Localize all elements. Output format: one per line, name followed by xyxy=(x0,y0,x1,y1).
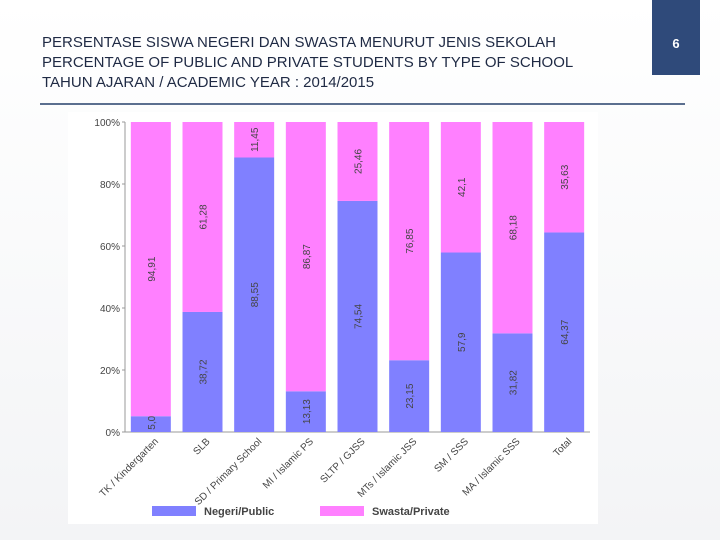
value-label: 68,18 xyxy=(509,215,520,240)
x-tick-label: MA / Islamic SSS xyxy=(461,436,523,498)
value-label: 86,87 xyxy=(302,244,313,269)
bar-segment xyxy=(544,122,585,233)
legend-label: Negeri/Public xyxy=(204,506,274,518)
legend-label: Swasta/Private xyxy=(372,506,450,518)
page-number: 6 xyxy=(672,36,680,51)
bar-segment xyxy=(544,232,585,432)
title-rule xyxy=(40,103,685,105)
x-tick-label: SM / SSS xyxy=(433,436,472,475)
y-tick-label: 100% xyxy=(94,118,120,129)
value-label: 5,09 xyxy=(147,410,158,430)
title-line: PERCENTAGE OF PUBLIC AND PRIVATE STUDENT… xyxy=(42,54,574,71)
value-label: 11,45 xyxy=(250,127,261,152)
bar-segment xyxy=(389,360,430,432)
value-label: 61,28 xyxy=(199,204,210,229)
bar-segment xyxy=(337,122,378,201)
bar-segment xyxy=(492,333,533,432)
value-label: 35,63 xyxy=(560,164,571,189)
value-label: 25,46 xyxy=(354,149,365,174)
bar-segment xyxy=(182,122,223,312)
value-label: 13,13 xyxy=(302,399,313,424)
value-label: 88,55 xyxy=(250,282,261,307)
value-label: 74,54 xyxy=(354,304,365,329)
bar-segment xyxy=(337,200,378,432)
bar-segment xyxy=(285,122,326,392)
value-label: 57,9 xyxy=(457,332,468,352)
legend-swatch xyxy=(320,506,364,516)
bar-segment xyxy=(130,122,171,417)
value-label: 76,85 xyxy=(405,228,416,253)
bar-segment xyxy=(389,122,430,361)
title-line: PERSENTASE SISWA NEGERI DAN SWASTA MENUR… xyxy=(42,34,556,51)
chart: 0% 20% 40% 60% 80% 100% 5,09 94,91 TK / Kinderga… xyxy=(68,112,598,524)
bar-segment xyxy=(182,311,223,432)
y-tick-label: 80% xyxy=(100,180,120,191)
value-label: 64,37 xyxy=(560,319,571,344)
bar-segment xyxy=(440,122,481,253)
x-tick-label: SLTP / GJSS xyxy=(318,436,367,485)
value-label: 94,91 xyxy=(147,256,158,281)
legend-swatch xyxy=(152,506,196,516)
bar-segment xyxy=(492,122,533,334)
x-tick-label: SLB xyxy=(191,436,212,457)
y-tick-label: 0% xyxy=(106,428,121,439)
x-tick-label: Total xyxy=(552,436,575,459)
value-label: 31,82 xyxy=(509,370,520,395)
bar-segment xyxy=(285,391,326,432)
x-tick-label: TK / Kindergarten xyxy=(98,436,161,499)
title-line: TAHUN AJARAN / ACADEMIC YEAR : 2014/2015 xyxy=(42,74,375,91)
y-tick-label: 40% xyxy=(100,304,120,315)
bar-segment xyxy=(440,252,481,432)
value-label: 38,72 xyxy=(199,359,210,384)
value-label: 23,15 xyxy=(405,383,416,408)
y-tick-label: 60% xyxy=(100,242,120,253)
y-tick-label: 20% xyxy=(100,366,120,377)
value-label: 42,1 xyxy=(457,177,468,197)
bar-segment xyxy=(234,122,275,158)
x-tick-label: MI / Islamic PS xyxy=(261,436,316,491)
page-badge xyxy=(652,0,700,75)
bar-segment xyxy=(234,157,275,432)
bar-segment xyxy=(130,416,171,432)
